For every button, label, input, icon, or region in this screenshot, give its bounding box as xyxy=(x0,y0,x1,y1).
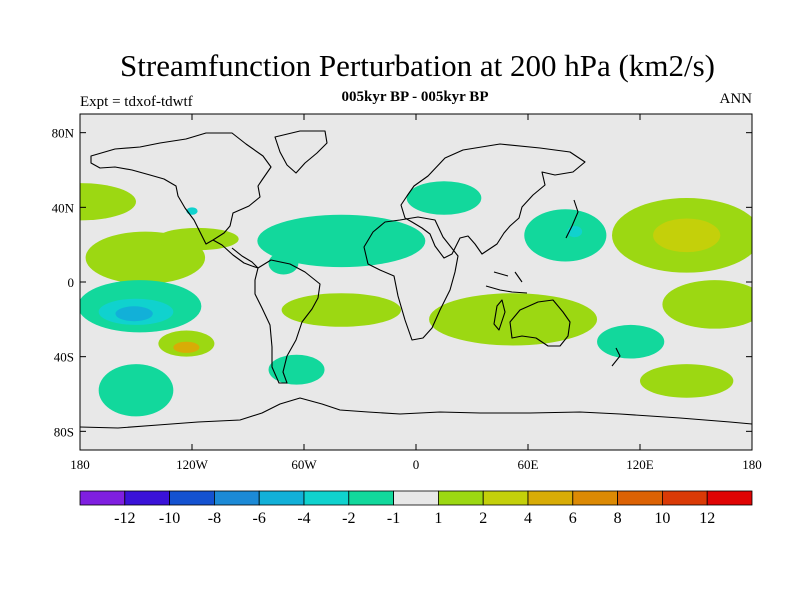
y-tick-label: 80N xyxy=(52,126,75,141)
contour-region-21 xyxy=(597,324,665,359)
contour-region-13 xyxy=(268,354,325,385)
coast-eurasia xyxy=(400,143,586,259)
contour-region-2 xyxy=(156,227,239,251)
experiment-label: Expt = tdxof-tdwtf xyxy=(80,94,193,110)
colorbar-label: -2 xyxy=(342,510,355,527)
x-tick-label: 120E xyxy=(626,457,654,472)
coast-greenland xyxy=(274,130,328,174)
colorbar-box xyxy=(437,490,484,506)
coast-africa xyxy=(363,216,459,341)
contour-region-6 xyxy=(98,364,174,417)
coast-japan xyxy=(565,199,579,239)
colorbar-label: 10 xyxy=(654,510,670,527)
colorbar-box xyxy=(572,490,618,506)
colorbar-label: -8 xyxy=(208,510,221,527)
coast-australia xyxy=(509,299,571,347)
season-label: ANN xyxy=(719,91,753,107)
x-tick-label: 180 xyxy=(742,457,762,472)
contour-region-5 xyxy=(115,306,153,322)
figure-title: Streamfunction Perturbation at 200 hPa (… xyxy=(120,48,715,83)
coast-antarctica xyxy=(80,397,752,429)
y-tick-label: 40S xyxy=(54,350,74,365)
coast-madagascar xyxy=(493,299,506,331)
colorbar-box xyxy=(393,490,439,506)
contour-region-0 xyxy=(80,183,136,221)
colorbar-box xyxy=(706,490,753,506)
colorbar: -12 -10 -8 -6 -4 -2 -1 1 2 4 6 8 10 12 xyxy=(79,490,753,527)
x-tick-label: 120W xyxy=(176,457,209,472)
contour-region-19 xyxy=(653,218,721,253)
colorbar-label: 8 xyxy=(614,510,622,527)
coast-central-america xyxy=(212,239,259,269)
colorbar-label: -10 xyxy=(159,510,180,527)
x-tick-label: 180 xyxy=(70,457,90,472)
colorbar-box xyxy=(124,490,171,506)
contour-region-9 xyxy=(186,207,198,215)
contour-region-15 xyxy=(429,293,598,346)
colorbar-label: 12 xyxy=(699,510,715,527)
y-tick-label: 40N xyxy=(52,200,75,215)
colorbar-box xyxy=(258,490,305,506)
y-tick-label: 80S xyxy=(54,424,74,439)
colorbar-box xyxy=(662,490,708,506)
contour-region-8 xyxy=(173,341,200,353)
colorbar-label: -1 xyxy=(387,510,400,527)
x-tick-label: 0 xyxy=(413,457,420,472)
colorbar-box xyxy=(482,490,529,506)
coast-indonesia xyxy=(485,271,528,294)
colorbar-box xyxy=(348,490,394,506)
colorbar-box xyxy=(303,490,350,506)
x-tick-label: 60W xyxy=(291,457,317,472)
colorbar-label: -12 xyxy=(114,510,135,527)
colorbar-label: 6 xyxy=(569,510,577,527)
contour-fields xyxy=(80,181,752,417)
colorbar-box xyxy=(79,490,126,506)
colorbar-label: 1 xyxy=(434,510,442,527)
colorbar-box xyxy=(169,490,215,506)
coast-north-america xyxy=(90,132,272,245)
contour-region-22 xyxy=(640,364,734,398)
colorbar-label: 2 xyxy=(479,510,487,527)
colorbar-box xyxy=(213,490,260,506)
map-background xyxy=(80,114,752,450)
contour-region-20 xyxy=(662,280,752,329)
contour-region-12 xyxy=(281,293,402,327)
figure-subtitle: 005kyr BP - 005kyr BP xyxy=(341,89,489,105)
contour-region-11 xyxy=(257,214,426,268)
colorbar-label: -6 xyxy=(253,510,266,527)
contour-region-16 xyxy=(524,209,607,262)
contour-region-14 xyxy=(406,181,482,215)
y-tick-label: 0 xyxy=(68,275,75,290)
x-tick-label: 60E xyxy=(518,457,539,472)
colorbar-label: -4 xyxy=(297,510,310,527)
colorbar-label: 4 xyxy=(524,510,532,527)
colorbar-box xyxy=(527,490,574,506)
colorbar-box xyxy=(617,490,663,506)
coast-new-zealand xyxy=(611,347,621,367)
map-axes: 180 120W 60W 0 60E 120E 180 80N 40N 0 40S 80S xyxy=(52,114,762,472)
coastlines xyxy=(80,130,752,429)
coast-south-america xyxy=(254,259,321,384)
